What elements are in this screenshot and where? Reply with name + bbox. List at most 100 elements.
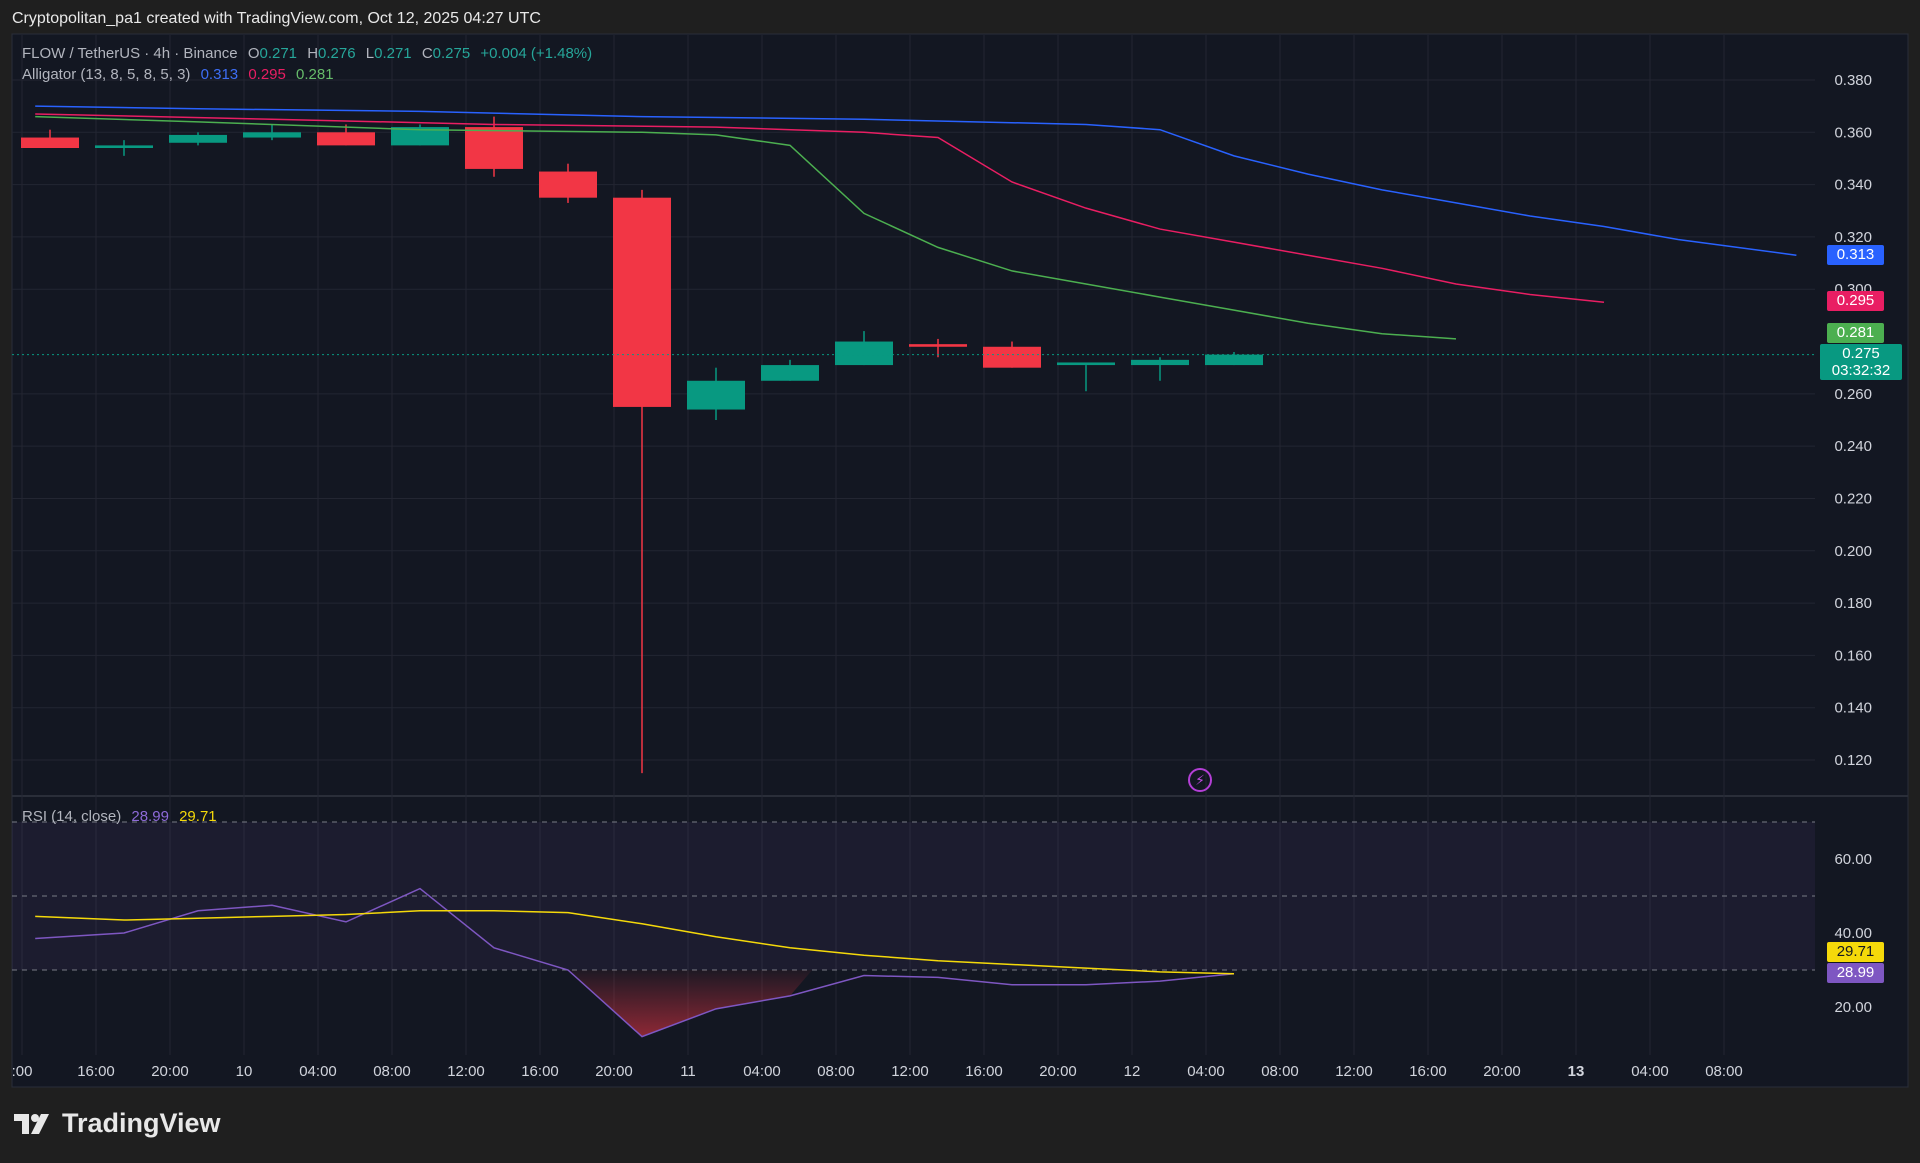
x-tick-label: 12:00 [891,1063,929,1080]
chart-credit: Cryptopolitan_pa1 created with TradingVi… [12,10,541,27]
alligator-legend: Alligator (13, 8, 5, 8, 5, 3) 0.313 0.29… [22,66,340,83]
open-value: 0.271 [259,45,298,62]
x-tick-label: 08:00 [817,1063,855,1080]
x-tick-label: 08:00 [373,1063,411,1080]
close-label: C [421,45,433,62]
x-tick-label: 04:00 [743,1063,781,1080]
candle-body [983,346,1041,368]
jaw-price-tag: 0.313 [1827,245,1884,265]
rsi-line [35,887,1235,1038]
y-tick-label: 0.200 [1834,543,1872,560]
y-tick-label: 0.180 [1834,595,1872,612]
y-tick-label: 0.120 [1834,752,1872,769]
jaw-value: 0.313 [200,66,239,83]
x-tick-label: 10 [236,1063,253,1080]
x-tick-label: 16:00 [1409,1063,1447,1080]
brand-name: TradingView [62,1108,221,1138]
candle-body [21,137,79,148]
tradingview-logo-icon [14,1113,49,1134]
symbol-name: FLOW / TetherUS · 4h · Binance [22,45,238,62]
x-tick-label: 16:00 [521,1063,559,1080]
candle-body [687,380,745,410]
rsi-oversold-fill [568,970,813,1037]
x-tick-label: 04:00 [299,1063,337,1080]
rsi-band-area [12,821,1815,971]
x-tick-label: 13 [1568,1063,1585,1080]
lightning-icon[interactable]: ⚡ [1188,768,1212,792]
rsi-ma-line [35,910,1235,975]
alligator-lips-line [35,115,1457,340]
x-tick-label: 04:00 [1187,1063,1225,1080]
candle-body [391,127,449,146]
x-tick-label: 16:00 [965,1063,1003,1080]
low-value: 0.271 [374,45,412,62]
x-tick-label: 20:00 [595,1063,633,1080]
chart-frame [11,33,1909,1088]
lips-price-tag: 0.281 [1827,323,1884,343]
close-value: 0.275 [432,45,471,62]
candle-body [1205,354,1263,366]
axes: :00 16:00 20:00 10 04:00 08:00 12:00 16:00 20:00… [12,72,1872,1080]
x-tick-label: 12:00 [447,1063,485,1080]
x-tick-label: 04:00 [1631,1063,1669,1080]
x-tick-label: :00 [12,1063,33,1080]
rsi-legend: RSI (14, close) 28.99 29.71 [22,808,223,825]
rsi-ma-value: 29.71 [179,808,217,825]
x-tick-label: 12 [1124,1063,1141,1080]
candle-body [95,145,153,148]
candle-body [169,134,227,143]
rsi-ma-tag: 29.71 [1827,942,1884,962]
y-tick-label: 0.260 [1834,386,1872,403]
x-tick-label: 16:00 [77,1063,115,1080]
rsi-series [35,887,1235,1038]
y-tick-label: 0.320 [1834,229,1872,246]
rsi-tick-label: 20.00 [1834,999,1872,1016]
x-tick-label: 20:00 [1483,1063,1521,1080]
candle-body [1131,359,1189,366]
candle-body [835,341,893,366]
x-tick-label: 20:00 [1039,1063,1077,1080]
price-series [12,105,1815,774]
last-price-tag: 0.275 03:32:32 [1820,344,1902,380]
low-label: L [365,45,375,62]
high-label: H [307,45,319,62]
x-tick-label: 12:00 [1335,1063,1373,1080]
candle-body [317,132,375,146]
lips-value: 0.281 [296,66,334,83]
x-tick-label: 08:00 [1261,1063,1299,1080]
teeth-value: 0.295 [248,66,286,83]
y-tick-label: 0.340 [1834,177,1872,194]
symbol-legend: FLOW / TetherUS · 4h · Binance O0.271 H0… [22,45,598,62]
y-tick-label: 0.240 [1834,438,1872,455]
change-value: +0.004 (+1.48%) [480,45,593,62]
x-tick-label: 08:00 [1705,1063,1743,1080]
y-tick-label: 0.160 [1834,647,1872,664]
rsi-name: RSI (14, close) [22,808,122,825]
candle-body [1057,362,1115,366]
candle-body [465,127,523,169]
alligator-jaw-line [35,105,1797,256]
grid [12,35,1908,1055]
last-price: 0.275 [1842,345,1880,362]
y-tick-label: 0.360 [1834,124,1872,141]
x-tick-label: 20:00 [151,1063,189,1080]
teeth-price-tag: 0.295 [1827,291,1884,311]
y-tick-label: 0.140 [1834,700,1872,717]
rsi-tick-label: 40.00 [1834,925,1872,942]
candle-body [613,197,671,407]
candle-body [539,171,597,198]
x-tick-label: 11 [680,1063,696,1080]
rsi-tick-label: 60.00 [1834,851,1872,868]
candle-body [761,365,819,381]
alligator-name: Alligator (13, 8, 5, 8, 5, 3) [22,66,191,83]
y-tick-label: 0.380 [1834,72,1872,89]
candle-body [909,344,967,347]
open-label: O [247,45,260,62]
tradingview-logo[interactable]: TradingView [14,1108,221,1139]
rsi-tag: 28.99 [1827,963,1884,983]
bar-countdown: 03:32:32 [1831,362,1891,379]
y-tick-label: 0.220 [1834,490,1872,507]
high-value: 0.276 [318,45,356,62]
rsi-value: 28.99 [131,808,169,825]
